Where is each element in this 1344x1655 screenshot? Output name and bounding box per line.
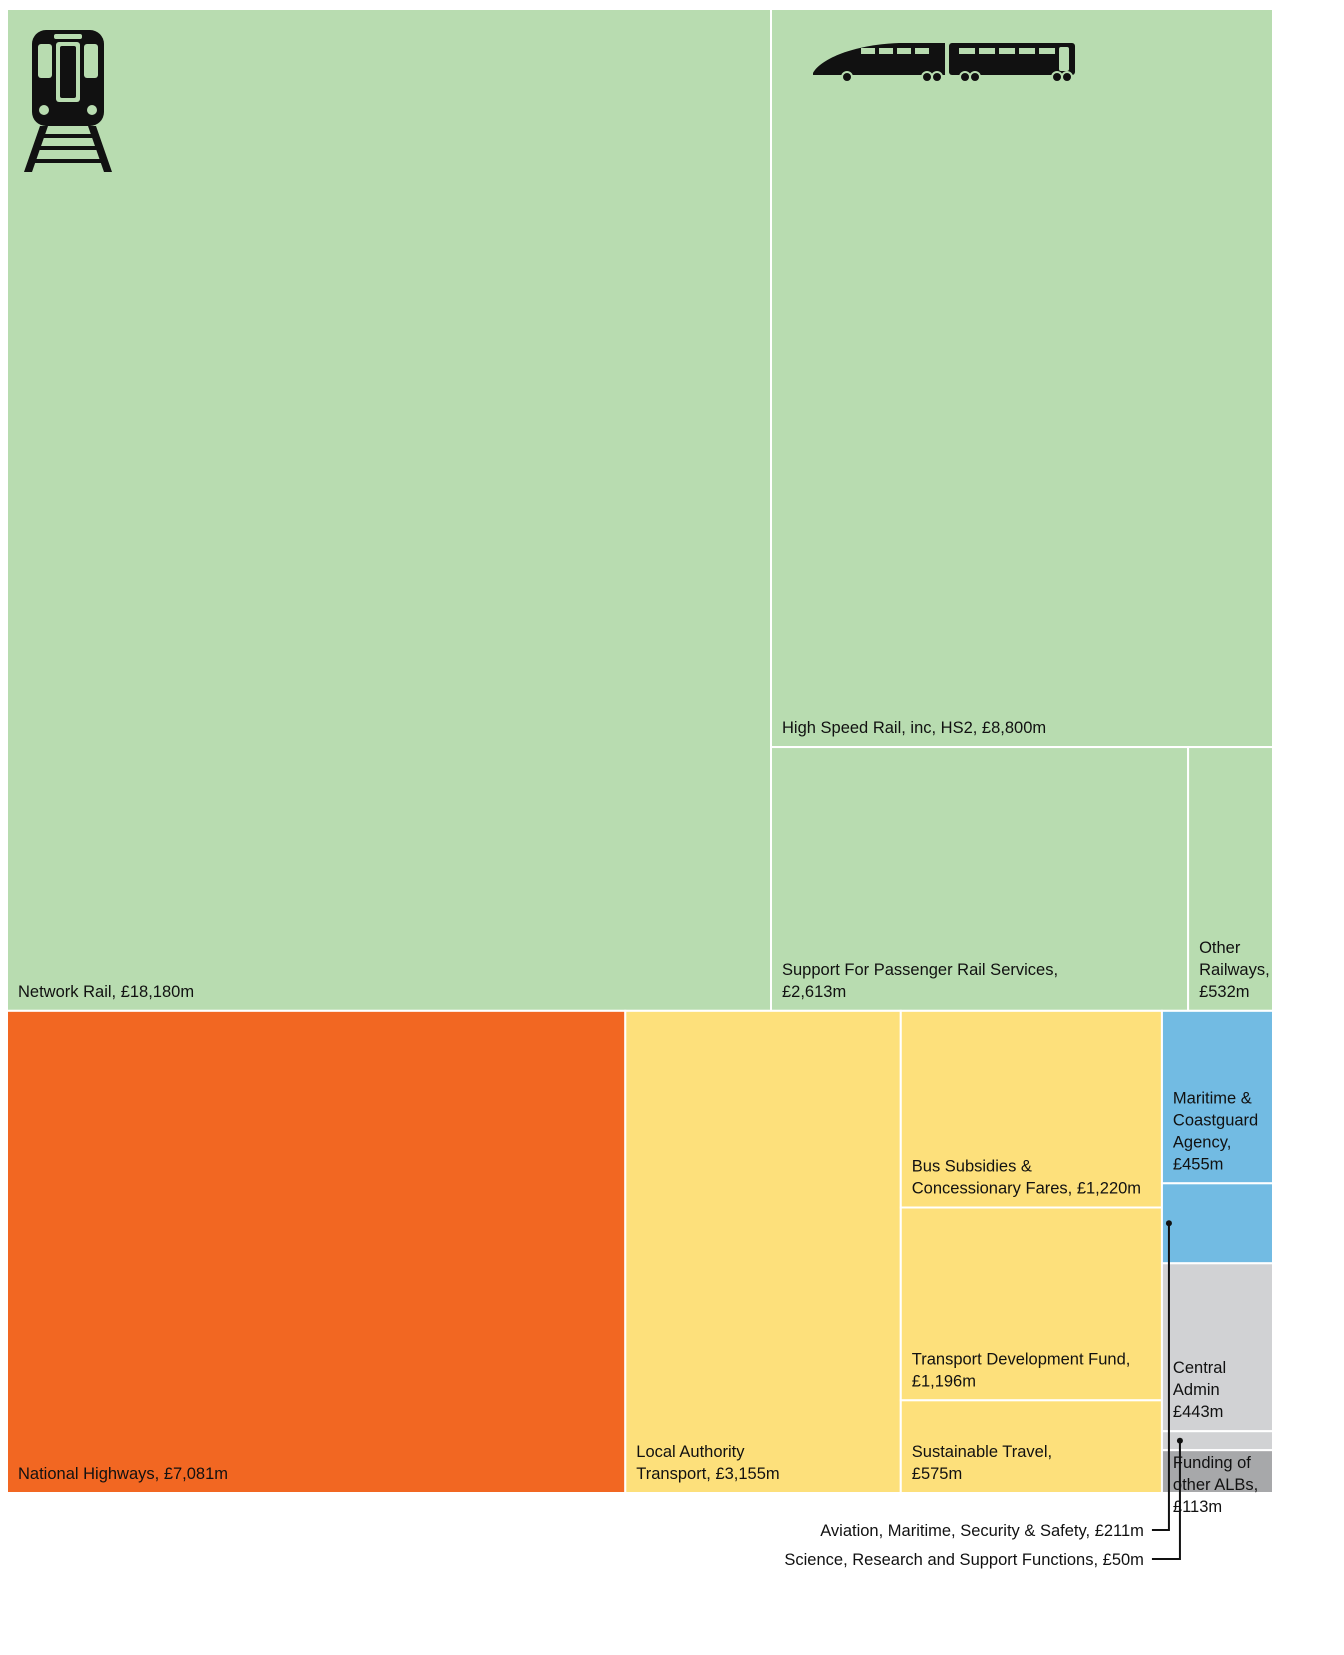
tile-label: Maritime & (1173, 1089, 1252, 1107)
labels: Network Rail, £18,180m High Speed Rail, i… (18, 719, 1270, 1569)
tile (899, 1399, 1163, 1494)
train-front-icon (24, 30, 112, 172)
tile-label: Agency, (1173, 1133, 1231, 1151)
tile-label: Railways, (1199, 961, 1270, 979)
tile (899, 1206, 1163, 1402)
tile-label: £1,196m (912, 1372, 976, 1390)
tile (770, 746, 1190, 1012)
tile-label: Local Authority (636, 1443, 745, 1461)
tile (6, 8, 773, 1012)
tile-label: Network Rail, £18,180m (18, 983, 194, 1001)
tile (624, 1009, 902, 1494)
tile (899, 1009, 1163, 1209)
tiles (6, 8, 1275, 1495)
tile-label: Concessionary Fares, £1,220m (912, 1180, 1141, 1198)
tile-label: Aviation, Maritime, Security & Safety, £… (820, 1522, 1144, 1540)
tile (1160, 1182, 1275, 1265)
tile-label: Transport, £3,155m (636, 1465, 779, 1483)
tile-label: National Highways, £7,081m (18, 1465, 228, 1483)
tile-label: Admin (1173, 1381, 1220, 1399)
tile-label: Sustainable Travel, (912, 1443, 1052, 1461)
tile (770, 8, 1275, 749)
tile-label: Transport Development Fund, (912, 1350, 1131, 1368)
tile-label: Funding of (1173, 1454, 1251, 1472)
callout-line (1151, 1223, 1170, 1531)
callout-line (1151, 1440, 1181, 1560)
tile-label: £455m (1173, 1155, 1223, 1173)
tile (6, 1009, 627, 1494)
tile-label: Coastguard (1173, 1111, 1258, 1129)
tile-label: Bus Subsidies & (912, 1158, 1032, 1176)
tile-label: High Speed Rail, inc, HS2, £8,800m (782, 719, 1046, 737)
tile-label: Other (1199, 939, 1241, 957)
tile-label: £113m (1173, 1498, 1222, 1516)
tile-label: £443m (1173, 1403, 1223, 1421)
tile-label: Central (1173, 1359, 1226, 1377)
tile-label: £2,613m (782, 983, 846, 1001)
train-side-icon (813, 43, 1076, 83)
tile-label: other ALBs, (1173, 1476, 1258, 1494)
tile-label: Support For Passenger Rail Services, (782, 961, 1058, 979)
tile (1160, 1262, 1275, 1433)
tile-label: £575m (912, 1465, 962, 1483)
tile-label: £532m (1199, 983, 1249, 1001)
tile-label: Science, Research and Support Functions,… (784, 1551, 1144, 1569)
tile (1187, 746, 1274, 1012)
